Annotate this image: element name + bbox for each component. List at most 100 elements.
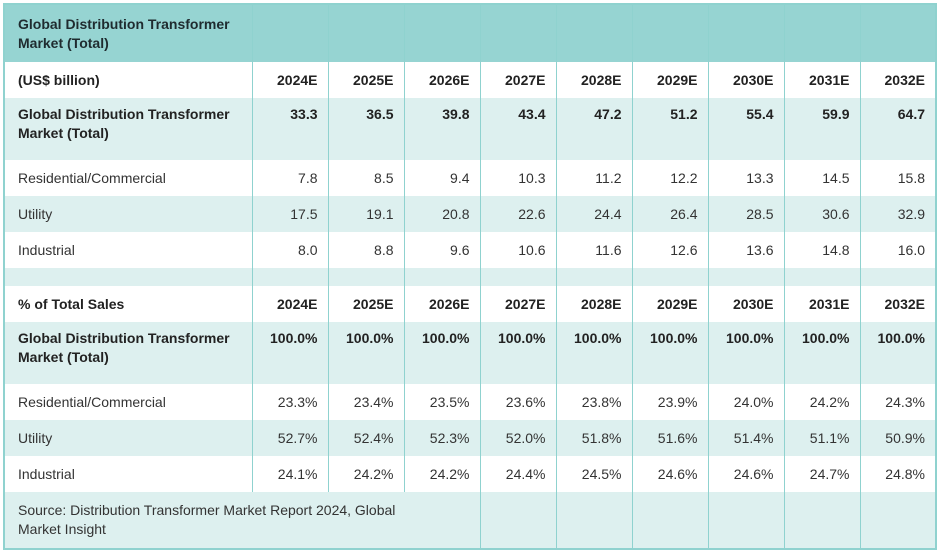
value-cell: 30.6 — [783, 196, 861, 232]
value-cell: 51.2 — [631, 98, 709, 160]
value-cell: 51.1% — [783, 420, 861, 456]
row-label: Global Distribution Transformer Market (… — [3, 322, 253, 384]
year-header: 2032E — [859, 286, 937, 322]
table-row: Utility 17.5 19.1 20.8 22.6 24.4 26.4 28.5 30.6 3… — [3, 196, 937, 232]
total-row: Global Distribution Transformer Market (… — [3, 322, 937, 384]
table-row: Industrial 8.0 8.8 9.6 10.6 11.6 12.6 13.6 14.8 1… — [3, 232, 937, 268]
value-cell: 100.0% — [403, 322, 481, 384]
row-label: Residential/Commercial — [3, 160, 253, 196]
year-header: 2027E — [479, 62, 557, 98]
source-row: Source: Distribution Transformer Market … — [3, 492, 937, 549]
value-cell: 64.7 — [859, 98, 937, 160]
year-header: 2031E — [783, 286, 861, 322]
year-header: 2029E — [631, 62, 709, 98]
table-header-row: % of Total Sales 2024E 2025E 2026E 2027E 2028… — [3, 286, 937, 322]
value-cell: 24.7% — [783, 456, 861, 492]
value-cell: 19.1 — [327, 196, 405, 232]
value-cell: 9.6 — [403, 232, 481, 268]
table-title: Global Distribution Transformer Market (… — [3, 4, 253, 62]
table-row: Industrial 24.1% 24.2% 24.2% 24.4% 24.5% 24.6%… — [3, 456, 937, 492]
year-header: 2030E — [707, 62, 785, 98]
value-cell: 100.0% — [631, 322, 709, 384]
year-header: 2026E — [403, 286, 481, 322]
value-cell: 11.6 — [555, 232, 633, 268]
value-cell: 23.3% — [251, 384, 329, 420]
value-cell: 100.0% — [327, 322, 405, 384]
value-cell: 11.2 — [555, 160, 633, 196]
value-cell: 10.3 — [479, 160, 557, 196]
value-cell: 52.4% — [327, 420, 405, 456]
year-header: 2028E — [555, 286, 633, 322]
value-cell: 14.5 — [783, 160, 861, 196]
value-cell: 52.0% — [479, 420, 557, 456]
year-header: 2031E — [783, 62, 861, 98]
value-cell: 100.0% — [859, 322, 937, 384]
value-cell: 10.6 — [479, 232, 557, 268]
value-cell: 50.9% — [859, 420, 937, 456]
value-cell: 9.4 — [403, 160, 481, 196]
row-label: Residential/Commercial — [3, 384, 253, 420]
value-cell: 8.5 — [327, 160, 405, 196]
table-row: Residential/Commercial 23.3% 23.4% 23.5% 23.… — [3, 384, 937, 420]
value-cell: 52.3% — [403, 420, 481, 456]
value-cell: 24.1% — [251, 456, 329, 492]
value-cell: 8.8 — [327, 232, 405, 268]
value-cell: 23.6% — [479, 384, 557, 420]
market-table: Global Distribution Transformer Market (… — [3, 3, 937, 550]
year-header: 2028E — [555, 62, 633, 98]
year-header: 2027E — [479, 286, 557, 322]
spacer-row — [3, 268, 937, 286]
value-cell: 12.2 — [631, 160, 709, 196]
market-table-container: Global Distribution Transformer Market (… — [3, 3, 937, 550]
row-label: Industrial — [3, 456, 253, 492]
value-cell: 51.4% — [707, 420, 785, 456]
value-cell: 15.8 — [859, 160, 937, 196]
value-cell: 24.6% — [707, 456, 785, 492]
value-cell: 51.8% — [555, 420, 633, 456]
value-cell: 47.2 — [555, 98, 633, 160]
value-cell: 22.6 — [479, 196, 557, 232]
value-cell: 100.0% — [783, 322, 861, 384]
row-label: Utility — [3, 420, 253, 456]
year-header: 2025E — [327, 62, 405, 98]
value-cell: 23.8% — [555, 384, 633, 420]
year-header: 2030E — [707, 286, 785, 322]
value-cell: 13.3 — [707, 160, 785, 196]
value-cell: 24.0% — [707, 384, 785, 420]
value-cell: 100.0% — [251, 322, 329, 384]
value-cell: 36.5 — [327, 98, 405, 160]
value-cell: 26.4 — [631, 196, 709, 232]
total-row: Global Distribution Transformer Market (… — [3, 98, 937, 160]
value-cell: 24.6% — [631, 456, 709, 492]
value-cell: 24.5% — [555, 456, 633, 492]
year-header: 2024E — [251, 62, 329, 98]
value-cell: 14.8 — [783, 232, 861, 268]
value-cell: 59.9 — [783, 98, 861, 160]
source-note: Source: Distribution Transformer Market … — [3, 492, 481, 549]
table-row: Residential/Commercial 7.8 8.5 9.4 10.3 11.2 1… — [3, 160, 937, 196]
row-label: Global Distribution Transformer Market (… — [3, 98, 253, 160]
year-header: 2025E — [327, 286, 405, 322]
year-header: 2024E — [251, 286, 329, 322]
table-header-row: (US$ billion) 2024E 2025E 2026E 2027E 2028E 20… — [3, 62, 937, 98]
value-cell: 100.0% — [707, 322, 785, 384]
value-cell: 23.4% — [327, 384, 405, 420]
value-cell: 43.4 — [479, 98, 557, 160]
value-cell: 24.4% — [479, 456, 557, 492]
table-title-row: Global Distribution Transformer Market (… — [3, 4, 937, 62]
value-cell: 33.3 — [251, 98, 329, 160]
row-label: Utility — [3, 196, 253, 232]
value-cell: 23.9% — [631, 384, 709, 420]
row-label: Industrial — [3, 232, 253, 268]
year-header: 2032E — [859, 62, 937, 98]
value-cell: 23.5% — [403, 384, 481, 420]
value-cell: 52.7% — [251, 420, 329, 456]
value-cell: 28.5 — [707, 196, 785, 232]
value-cell: 17.5 — [251, 196, 329, 232]
value-cell: 100.0% — [479, 322, 557, 384]
value-cell: 16.0 — [859, 232, 937, 268]
value-cell: 24.3% — [859, 384, 937, 420]
value-cell: 55.4 — [707, 98, 785, 160]
value-cell: 24.2% — [403, 456, 481, 492]
value-cell: 39.8 — [403, 98, 481, 160]
